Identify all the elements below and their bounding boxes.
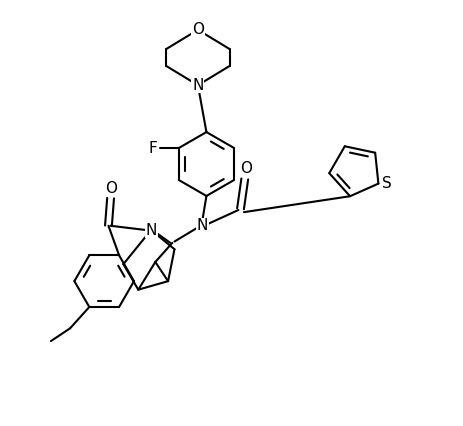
Text: O: O [192,22,203,37]
Text: O: O [239,161,251,176]
Text: O: O [105,181,117,196]
Text: F: F [149,141,157,155]
Text: S: S [381,176,391,191]
Text: N: N [196,218,207,233]
Text: N: N [145,222,156,238]
Text: N: N [192,78,203,93]
